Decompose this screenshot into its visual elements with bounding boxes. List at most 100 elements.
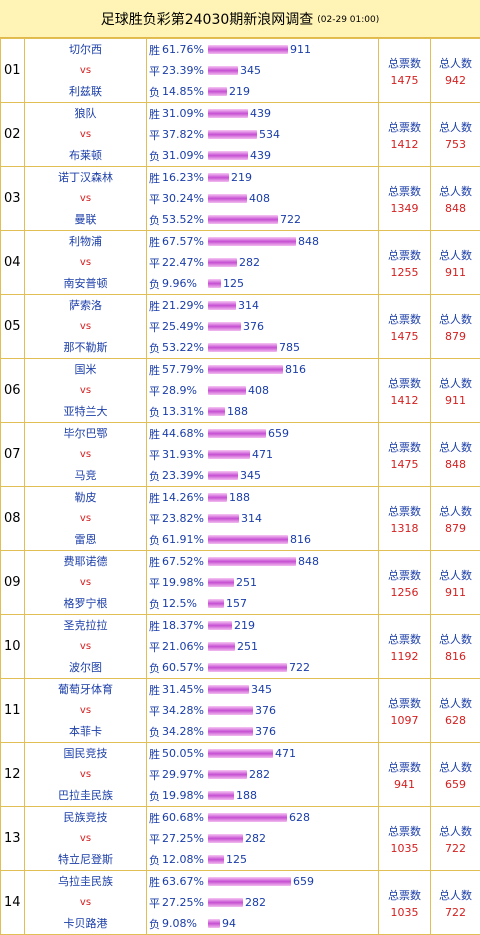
- draw-percent: 28.9%: [162, 384, 208, 397]
- total-votes-cell: 总票数 1256: [379, 551, 431, 615]
- lose-count: 722: [289, 661, 310, 674]
- total-people-cell: 总人数 911: [431, 359, 480, 423]
- lose-percent: 61.91%: [162, 533, 208, 546]
- vs-label: vs: [25, 124, 146, 145]
- vote-bars: 胜 14.26% 188 平 23.82% 314 负 61.91% 816: [147, 487, 379, 551]
- win-line: 胜 63.67% 659: [147, 871, 378, 892]
- match-row: 10 圣克拉拉 vs 波尔图 胜 18.37% 219 平 21.06% 251…: [1, 615, 480, 679]
- home-team: 圣克拉拉: [25, 615, 146, 636]
- win-label: 胜: [149, 746, 162, 762]
- away-team: 利兹联: [25, 81, 146, 102]
- lose-bar: [208, 599, 224, 608]
- win-bar: [208, 173, 229, 182]
- vote-bars: 胜 61.76% 911 平 23.39% 345 负 14.85% 219: [147, 39, 379, 103]
- total-votes-label: 总票数: [379, 631, 430, 647]
- win-bar: [208, 237, 296, 246]
- total-votes-value: 1475: [379, 458, 430, 471]
- win-percent: 67.52%: [162, 555, 208, 568]
- draw-line: 平 25.49% 376: [147, 316, 378, 337]
- win-percent: 31.09%: [162, 107, 208, 120]
- lose-label: 负: [149, 788, 162, 804]
- lose-label: 负: [149, 148, 162, 164]
- lose-bar: [208, 87, 227, 96]
- match-number: 03: [1, 167, 25, 231]
- vote-bars: 胜 60.68% 628 平 27.25% 282 负 12.08% 125: [147, 807, 379, 871]
- win-percent: 50.05%: [162, 747, 208, 760]
- lose-percent: 12.08%: [162, 853, 208, 866]
- vote-bars: 胜 31.09% 439 平 37.82% 534 负 31.09% 439: [147, 103, 379, 167]
- total-people-label: 总人数: [431, 759, 480, 775]
- vs-label: vs: [25, 572, 146, 593]
- match-teams: 葡萄牙体育 vs 本菲卡: [25, 679, 147, 743]
- away-team: 雷恩: [25, 529, 146, 550]
- draw-count: 471: [252, 448, 273, 461]
- lose-line: 负 60.57% 722: [147, 657, 378, 678]
- match-row: 04 利物浦 vs 南安普顿 胜 67.57% 848 平 22.47% 282…: [1, 231, 480, 295]
- draw-line: 平 23.82% 314: [147, 508, 378, 529]
- win-label: 胜: [149, 682, 162, 698]
- total-people-cell: 总人数 722: [431, 871, 480, 935]
- draw-bar: [208, 450, 250, 459]
- away-team: 南安普顿: [25, 273, 146, 294]
- total-people-value: 879: [431, 330, 480, 343]
- home-team: 狼队: [25, 103, 146, 124]
- away-team: 巴拉圭民族: [25, 785, 146, 806]
- match-number: 01: [1, 39, 25, 103]
- total-people-value: 848: [431, 202, 480, 215]
- vote-bars: 胜 18.37% 219 平 21.06% 251 负 60.57% 722: [147, 615, 379, 679]
- total-people-cell: 总人数 879: [431, 487, 480, 551]
- lose-count: 439: [250, 149, 271, 162]
- win-label: 胜: [149, 106, 162, 122]
- lose-bar: [208, 471, 238, 480]
- draw-line: 平 21.06% 251: [147, 636, 378, 657]
- lose-percent: 13.31%: [162, 405, 208, 418]
- vote-bars: 胜 31.45% 345 平 34.28% 376 负 34.28% 376: [147, 679, 379, 743]
- lose-percent: 53.52%: [162, 213, 208, 226]
- total-people-value: 722: [431, 906, 480, 919]
- vs-label: vs: [25, 252, 146, 273]
- vote-bars: 胜 57.79% 816 平 28.9% 408 负 13.31% 188: [147, 359, 379, 423]
- match-row: 14 乌拉圭民族 vs 卡贝路港 胜 63.67% 659 平 27.25% 2…: [1, 871, 480, 935]
- lose-count: 94: [222, 917, 236, 930]
- win-line: 胜 67.57% 848: [147, 231, 378, 252]
- total-people-label: 总人数: [431, 631, 480, 647]
- win-count: 848: [298, 235, 319, 248]
- draw-line: 平 31.93% 471: [147, 444, 378, 465]
- lose-line: 负 12.08% 125: [147, 849, 378, 870]
- total-votes-label: 总票数: [379, 119, 430, 135]
- win-label: 胜: [149, 554, 162, 570]
- total-votes-cell: 总票数 1097: [379, 679, 431, 743]
- win-percent: 57.79%: [162, 363, 208, 376]
- vs-label: vs: [25, 188, 146, 209]
- vote-bars: 胜 21.29% 314 平 25.49% 376 负 53.22% 785: [147, 295, 379, 359]
- win-percent: 63.67%: [162, 875, 208, 888]
- survey-header: 足球胜负彩第24030期新浪网调查 (02-29 01:00): [0, 0, 480, 38]
- total-votes-value: 1349: [379, 202, 430, 215]
- draw-count: 408: [248, 384, 269, 397]
- vs-label: vs: [25, 828, 146, 849]
- total-people-cell: 总人数 722: [431, 807, 480, 871]
- draw-percent: 37.82%: [162, 128, 208, 141]
- total-votes-label: 总票数: [379, 567, 430, 583]
- total-people-value: 911: [431, 394, 480, 407]
- match-row: 11 葡萄牙体育 vs 本菲卡 胜 31.45% 345 平 34.28% 37…: [1, 679, 480, 743]
- win-percent: 67.57%: [162, 235, 208, 248]
- lose-line: 负 53.52% 722: [147, 209, 378, 230]
- total-votes-cell: 总票数 1475: [379, 295, 431, 359]
- draw-bar: [208, 66, 238, 75]
- away-team: 波尔图: [25, 657, 146, 678]
- lose-line: 负 12.5% 157: [147, 593, 378, 614]
- draw-bar: [208, 642, 235, 651]
- match-row: 05 萨索洛 vs 那不勒斯 胜 21.29% 314 平 25.49% 376…: [1, 295, 480, 359]
- away-team: 格罗宁根: [25, 593, 146, 614]
- match-number: 10: [1, 615, 25, 679]
- draw-line: 平 19.98% 251: [147, 572, 378, 593]
- lose-percent: 12.5%: [162, 597, 208, 610]
- draw-count: 282: [249, 768, 270, 781]
- lose-count: 125: [226, 853, 247, 866]
- total-people-label: 总人数: [431, 375, 480, 391]
- draw-bar: [208, 578, 234, 587]
- win-percent: 18.37%: [162, 619, 208, 632]
- match-number: 09: [1, 551, 25, 615]
- draw-bar: [208, 834, 243, 843]
